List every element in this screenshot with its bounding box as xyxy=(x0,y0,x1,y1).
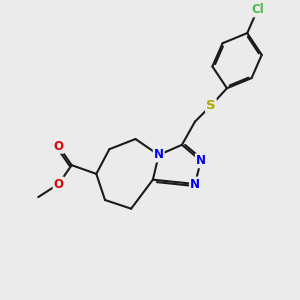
Text: N: N xyxy=(154,148,164,161)
Text: O: O xyxy=(54,140,64,153)
Text: S: S xyxy=(206,99,216,112)
Text: O: O xyxy=(54,178,64,190)
Text: Cl: Cl xyxy=(251,3,264,16)
Text: N: N xyxy=(196,154,206,167)
Text: N: N xyxy=(190,178,200,190)
